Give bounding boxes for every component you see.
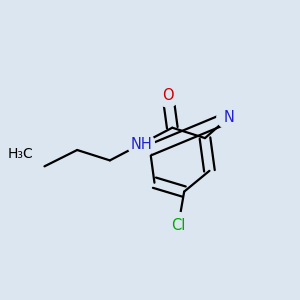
Text: N: N bbox=[223, 110, 234, 125]
Circle shape bbox=[128, 131, 154, 158]
Text: Cl: Cl bbox=[171, 218, 185, 233]
Circle shape bbox=[165, 212, 192, 239]
Circle shape bbox=[217, 105, 241, 129]
Text: O: O bbox=[162, 88, 174, 103]
Text: H₃C: H₃C bbox=[8, 148, 34, 161]
Circle shape bbox=[6, 140, 35, 169]
Text: NH: NH bbox=[130, 136, 152, 152]
Circle shape bbox=[156, 83, 180, 107]
